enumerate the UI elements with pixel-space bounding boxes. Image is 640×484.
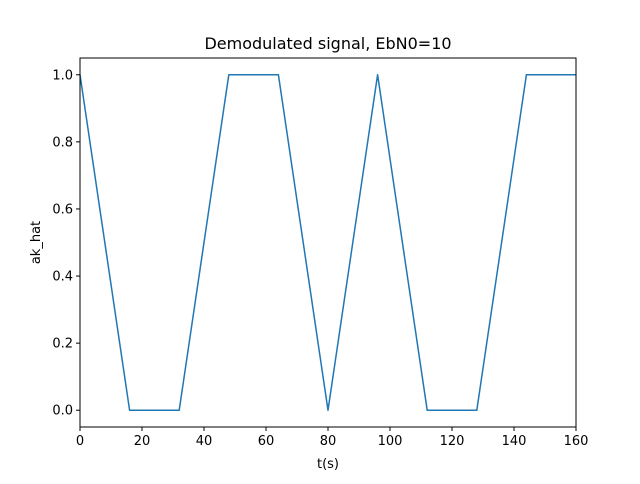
y-tick-label: 0.6	[52, 202, 73, 217]
x-tick-label: 160	[564, 434, 589, 449]
x-tick-label: 140	[502, 434, 527, 449]
series-line-0	[79, 74, 576, 411]
x-tick-label: 100	[378, 434, 403, 449]
y-tick-label: 0.2	[52, 337, 73, 352]
y-tick-label: 0.8	[52, 135, 73, 150]
x-tick-label: 0	[76, 434, 84, 449]
y-axis: 0.0 0.2 0.4 0.6 0.8 1.0	[52, 68, 80, 419]
x-tick-label: 60	[258, 434, 275, 449]
y-axis-label: ak_hat	[29, 221, 44, 264]
x-axis-label: t(s)	[317, 457, 339, 472]
y-tick-label: 1.0	[52, 68, 73, 83]
x-tick-label: 120	[440, 434, 465, 449]
plot-area	[79, 74, 576, 411]
x-axis: 0 20 40 60 80 100 120 140 160	[76, 427, 589, 449]
x-tick-label: 80	[320, 434, 337, 449]
chart-title: Demodulated signal, EbN0=10	[204, 34, 451, 53]
y-tick-label: 0.0	[52, 404, 73, 419]
x-tick-label: 40	[196, 434, 213, 449]
y-tick-label: 0.4	[52, 270, 73, 285]
x-tick-label: 20	[134, 434, 151, 449]
